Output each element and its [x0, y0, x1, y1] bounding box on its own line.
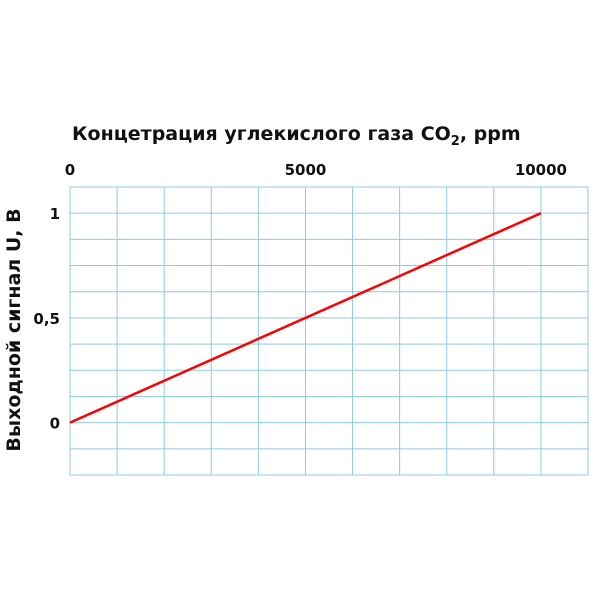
y-tick-label: 1 [50, 205, 60, 223]
x-tick-label: 10000 [515, 161, 567, 179]
y-tick-label: 0,5 [33, 310, 60, 328]
series-line [69, 212, 542, 424]
x-tick-label: 0 [65, 161, 75, 179]
y-tick-label: 0 [50, 415, 60, 433]
x-tick-label: 5000 [285, 161, 327, 179]
chart-title: Концетрация углекислого газа CO2, ppm [72, 123, 521, 149]
